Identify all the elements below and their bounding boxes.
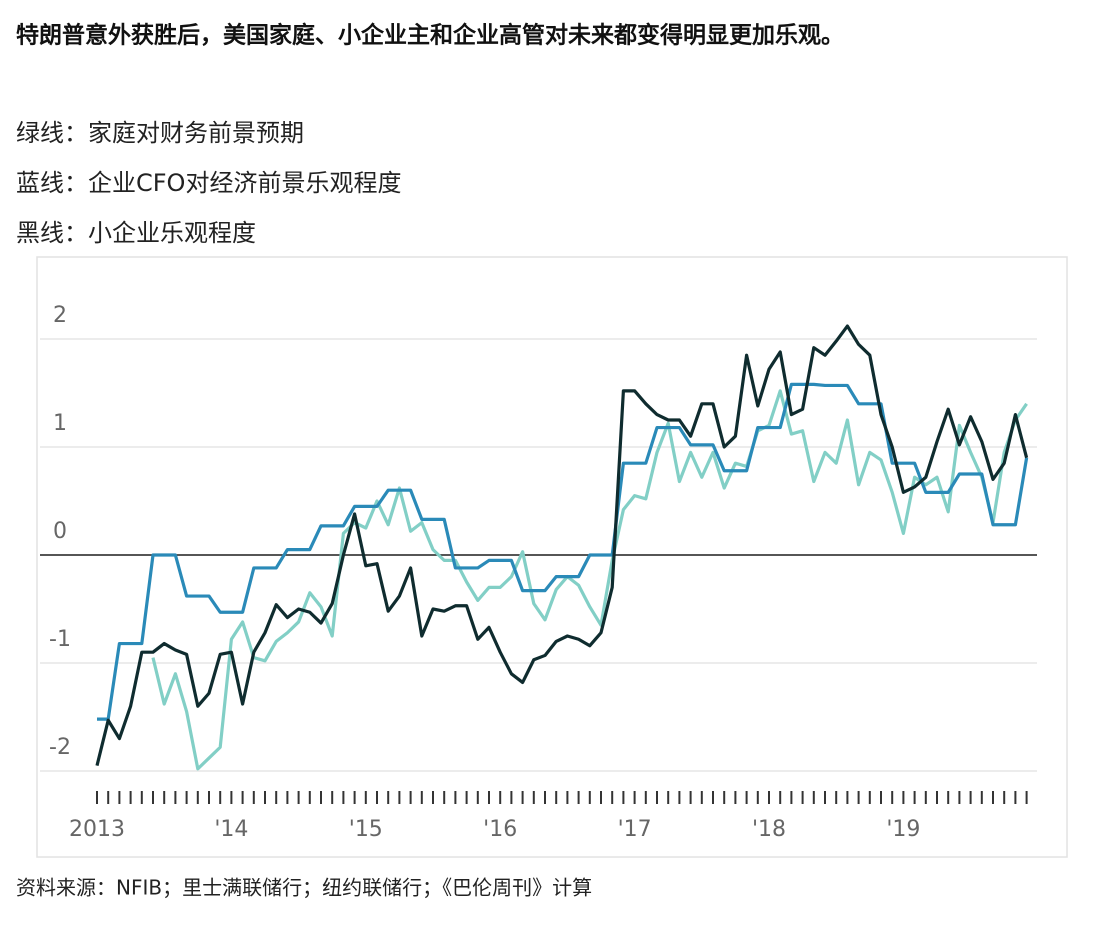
y-tick-label: -2	[49, 735, 71, 760]
x-tick-label: '19	[886, 817, 920, 842]
headline: 特朗普意外获胜后，美国家庭、小企业主和企业高管对未来都变得明显更加乐观。	[16, 22, 844, 49]
y-tick-label: 2	[53, 303, 67, 328]
x-tick-label: '17	[618, 817, 652, 842]
legend-entry: 绿线：家庭对财务前景预期	[16, 119, 304, 147]
x-tick-label: '14	[214, 817, 248, 842]
chart-frame	[36, 256, 1068, 858]
legend-entry: 蓝线：企业CFO对经济前景乐观程度	[16, 169, 401, 197]
legend-entry: 黑线：小企业乐观程度	[16, 219, 256, 247]
x-tick-label: '15	[349, 817, 383, 842]
y-tick-label: -1	[49, 627, 71, 652]
y-tick-label: 0	[53, 519, 67, 544]
y-tick-label: 1	[53, 411, 67, 436]
x-tick-label: '16	[483, 817, 517, 842]
series-line	[151, 389, 1028, 771]
series-line	[95, 324, 1029, 766]
source: 资料来源：NFIB；里士满联储行；纽约联储行；《巴伦周刊》计算	[16, 876, 592, 900]
x-tick-label: '18	[752, 817, 786, 842]
x-tick-label: 2013	[69, 817, 125, 842]
series-line	[97, 382, 1029, 721]
